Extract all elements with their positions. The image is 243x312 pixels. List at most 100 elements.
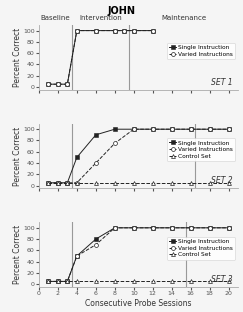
Single Instruction — [123, 29, 126, 32]
Single Instruction — [151, 127, 154, 131]
Varied Instructions — [56, 181, 59, 185]
Varied Instructions — [66, 181, 69, 185]
Varied Instructions — [113, 226, 116, 230]
Varied Instructions — [47, 181, 50, 185]
Single Instruction — [75, 156, 78, 159]
Control Set — [66, 280, 69, 283]
Varied Instructions — [94, 161, 97, 165]
Single Instruction — [208, 127, 211, 131]
Varied Instructions — [66, 82, 69, 86]
Text: Maintenance: Maintenance — [161, 15, 206, 21]
Single Instruction — [189, 226, 192, 230]
Single Instruction — [151, 29, 154, 32]
Control Set — [151, 181, 154, 185]
Line: Varied Instructions: Varied Instructions — [46, 226, 231, 283]
Control Set — [47, 181, 50, 185]
Varied Instructions — [94, 29, 97, 32]
Legend: Single Instruction, Varied Instructions: Single Instruction, Varied Instructions — [167, 43, 235, 59]
Single Instruction — [94, 29, 97, 32]
Y-axis label: Percent Correct: Percent Correct — [13, 225, 22, 284]
Single Instruction — [56, 181, 59, 185]
Control Set — [132, 280, 135, 283]
Varied Instructions — [66, 280, 69, 283]
Single Instruction — [113, 127, 116, 131]
Control Set — [75, 280, 78, 283]
Control Set — [208, 181, 211, 185]
Varied Instructions — [56, 82, 59, 86]
Single Instruction — [189, 127, 192, 131]
Single Instruction — [208, 226, 211, 230]
Control Set — [113, 280, 116, 283]
Varied Instructions — [132, 226, 135, 230]
Single Instruction — [66, 280, 69, 283]
Single Instruction — [94, 133, 97, 137]
Varied Instructions — [151, 127, 154, 131]
Control Set — [56, 181, 59, 185]
Varied Instructions — [75, 254, 78, 258]
Line: Control Set: Control Set — [46, 181, 231, 185]
Text: SET 3: SET 3 — [210, 275, 232, 284]
Single Instruction — [170, 127, 173, 131]
Single Instruction — [94, 237, 97, 241]
Varied Instructions — [75, 181, 78, 185]
Varied Instructions — [56, 280, 59, 283]
Control Set — [189, 280, 192, 283]
Control Set — [208, 280, 211, 283]
Varied Instructions — [132, 127, 135, 131]
Single Instruction — [170, 226, 173, 230]
Text: Baseline: Baseline — [41, 15, 70, 21]
Control Set — [227, 280, 230, 283]
Line: Varied Instructions: Varied Instructions — [46, 29, 155, 86]
Y-axis label: Percent Correct: Percent Correct — [13, 28, 22, 87]
Single Instruction — [66, 181, 69, 185]
Varied Instructions — [75, 29, 78, 32]
Single Instruction — [227, 226, 230, 230]
Single Instruction — [56, 82, 59, 86]
Control Set — [56, 280, 59, 283]
Text: Intervention: Intervention — [79, 15, 122, 21]
Legend: Single Instruction, Varied Instructions, Control Set: Single Instruction, Varied Instructions,… — [167, 237, 235, 260]
Control Set — [75, 181, 78, 185]
Varied Instructions — [113, 141, 116, 145]
Varied Instructions — [227, 226, 230, 230]
Control Set — [113, 181, 116, 185]
Varied Instructions — [189, 226, 192, 230]
Single Instruction — [75, 29, 78, 32]
Control Set — [66, 181, 69, 185]
Single Instruction — [47, 280, 50, 283]
Single Instruction — [113, 29, 116, 32]
Control Set — [170, 280, 173, 283]
Varied Instructions — [151, 29, 154, 32]
Varied Instructions — [227, 127, 230, 131]
Text: SET 1: SET 1 — [210, 78, 232, 87]
Single Instruction — [132, 127, 135, 131]
Single Instruction — [47, 181, 50, 185]
Varied Instructions — [47, 82, 50, 86]
Text: JOHN: JOHN — [107, 6, 136, 16]
Line: Varied Instructions: Varied Instructions — [46, 127, 231, 185]
Varied Instructions — [189, 127, 192, 131]
Control Set — [170, 181, 173, 185]
Single Instruction — [75, 254, 78, 258]
Control Set — [189, 181, 192, 185]
Single Instruction — [132, 29, 135, 32]
Varied Instructions — [208, 226, 211, 230]
Varied Instructions — [151, 226, 154, 230]
Varied Instructions — [123, 29, 126, 32]
Single Instruction — [132, 226, 135, 230]
Control Set — [94, 181, 97, 185]
Single Instruction — [113, 226, 116, 230]
Line: Single Instruction: Single Instruction — [46, 226, 231, 283]
X-axis label: Consecutive Probe Sessions: Consecutive Probe Sessions — [85, 299, 192, 308]
Single Instruction — [66, 82, 69, 86]
Single Instruction — [56, 280, 59, 283]
Varied Instructions — [170, 226, 173, 230]
Varied Instructions — [94, 243, 97, 246]
Line: Control Set: Control Set — [46, 280, 231, 283]
Legend: Single Instruction, Varied Instructions, Control Set: Single Instruction, Varied Instructions,… — [167, 138, 235, 161]
Varied Instructions — [132, 29, 135, 32]
Line: Single Instruction: Single Instruction — [46, 127, 231, 185]
Control Set — [227, 181, 230, 185]
Single Instruction — [227, 127, 230, 131]
Control Set — [47, 280, 50, 283]
